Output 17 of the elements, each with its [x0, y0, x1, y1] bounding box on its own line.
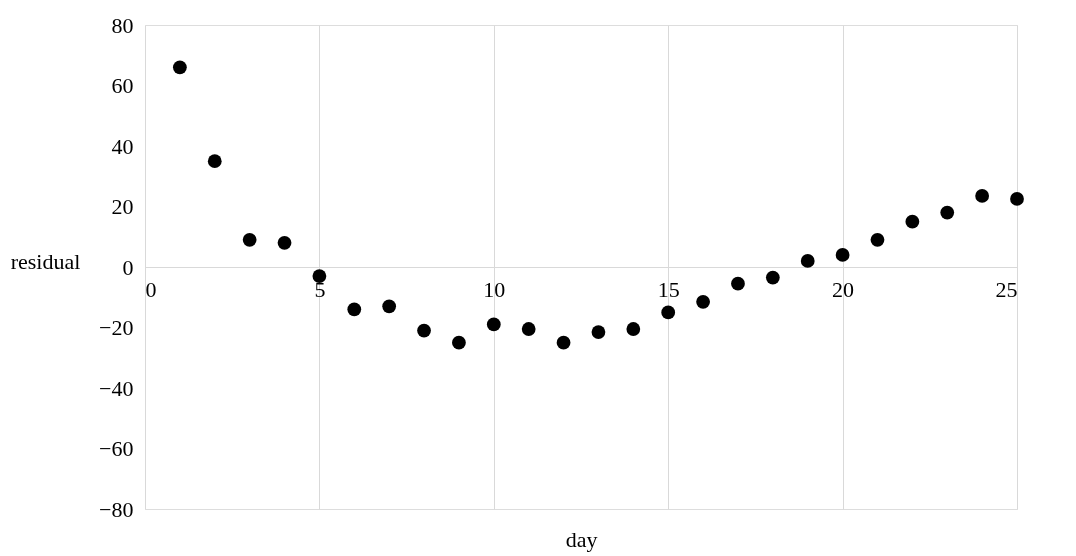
y-tick-label: 20: [111, 194, 134, 219]
x-tick-label: 25: [995, 276, 1018, 302]
y-tick-label: −60: [99, 436, 134, 461]
x-tick-label: 0: [145, 276, 157, 302]
x-tick-label: 10: [483, 276, 506, 302]
y-tick-label: −80: [99, 496, 134, 522]
y-tick-label: 0: [122, 254, 134, 280]
x-tick-label: 20: [832, 276, 855, 302]
y-tick-label: −20: [99, 315, 134, 340]
x-tick-label: 15: [657, 276, 680, 302]
x-axis-title: day: [565, 526, 598, 552]
y-axis-title: residual: [10, 248, 81, 274]
y-tick-label: 80: [111, 12, 134, 38]
y-tick-label: 60: [111, 73, 134, 98]
x-tick-label: 5: [314, 276, 326, 302]
y-tick-label: 40: [111, 133, 134, 159]
y-tick-label: −40: [99, 375, 134, 401]
